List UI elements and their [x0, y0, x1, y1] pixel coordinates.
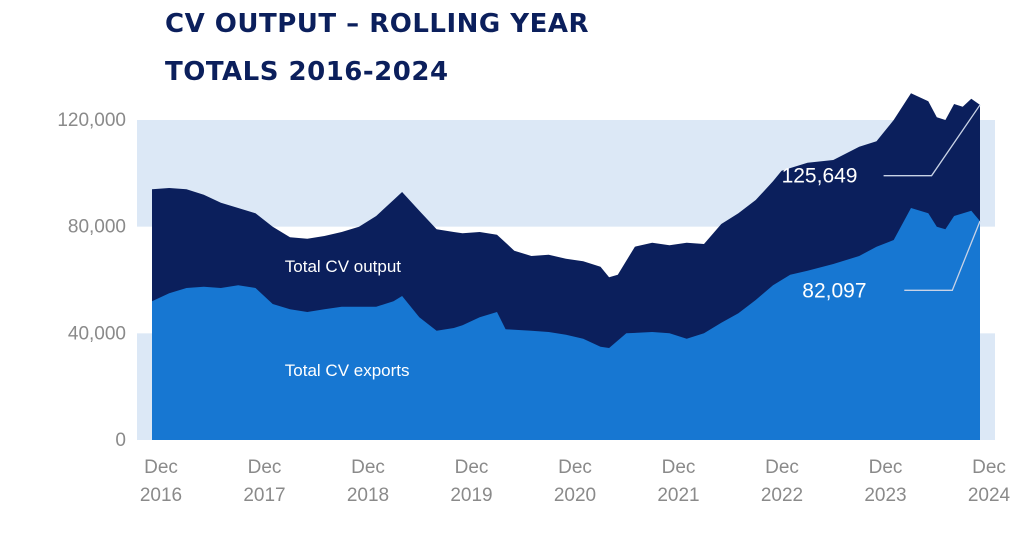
x-tick-label-4: Dec 2020: [554, 457, 596, 506]
x-axis: Dec 2016 Dec 2017 Dec 2018 Dec 2019 Dec 2020 Dec 20…: [140, 457, 1011, 506]
callout-value-1: 82,097: [802, 279, 866, 302]
chart-title-line-1: CV OUTPUT – ROLLING YEAR: [165, 9, 590, 39]
callout-leader-line-0: [883, 104, 981, 177]
callout-annotations: 125,649 82,097: [782, 104, 981, 302]
y-axis: 0 40,000 80,000 120,000: [57, 110, 126, 451]
callout-value-0: 125,649: [782, 165, 858, 188]
y-tick-label-1: 40,000: [68, 323, 126, 344]
chart-title: CV OUTPUT – ROLLING YEAR TOTALS 2016-202…: [165, 0, 589, 96]
series-area-total-cv-exports: [152, 208, 980, 440]
callout-leader-line-1: [904, 220, 981, 291]
x-tick-label-0: Dec 2016: [140, 457, 182, 506]
chart-title-line-2: TOTALS 2016-2024: [165, 57, 449, 87]
x-tick-label-6: Dec 2022: [761, 457, 803, 506]
series-label-0: Total CV output: [285, 257, 402, 276]
y-tick-label-3: 120,000: [57, 110, 126, 131]
x-tick-label-7: Dec 2023: [864, 457, 906, 506]
series-label-1: Total CV exports: [285, 361, 410, 380]
x-tick-label-2: Dec 2018: [347, 457, 389, 506]
x-tick-label-8: Dec 2024: [968, 457, 1011, 506]
x-tick-label-5: Dec 2021: [657, 457, 699, 506]
series-areas: [152, 93, 980, 441]
series-labels: Total CV output Total CV exports: [285, 257, 410, 380]
x-tick-label-3: Dec 2019: [450, 457, 492, 506]
x-tick-label-1: Dec 2017: [243, 457, 285, 506]
y-tick-label-2: 80,000: [68, 217, 126, 238]
y-tick-label-0: 0: [115, 430, 126, 451]
